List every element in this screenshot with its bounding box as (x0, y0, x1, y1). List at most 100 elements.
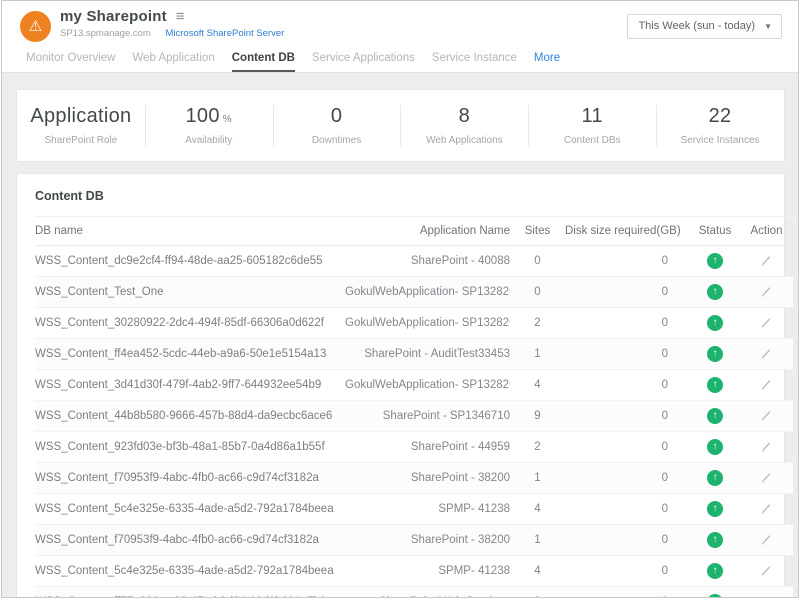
monitor-hostname: SP13.spmanage.com (60, 28, 151, 39)
edit-action-button[interactable] (756, 283, 777, 300)
status-cell: ↑ (690, 493, 740, 525)
status-up-icon: ↑ (707, 284, 723, 300)
sites-cell: 9 (510, 400, 565, 432)
sites-cell: 1 (510, 524, 565, 556)
table-row: WSS_Content_5c4e325e-6335-4ade-a5d2-792a… (35, 555, 793, 587)
disk-size-cell: 0 (565, 493, 690, 525)
db-name-cell: WSS_Content_44b8b580-9666-457b-88d4-da9e… (35, 400, 345, 432)
action-cell (740, 462, 793, 494)
application-name-cell: SharePoint Web Services (345, 586, 510, 597)
sites-cell: 2 (510, 307, 565, 339)
sites-cell: 4 (510, 369, 565, 401)
stat-label: Downtimes (311, 135, 362, 146)
pencil-icon (762, 442, 771, 452)
application-name-cell: SharePoint - 38200 (345, 524, 510, 556)
tab-monitor-overview[interactable]: Monitor Overview (26, 52, 116, 64)
edit-action-button[interactable] (756, 252, 777, 269)
column-header-db-name: DB name (35, 216, 345, 246)
tab-bar: Monitor Overview Web Application Content D… (2, 46, 798, 73)
action-cell (740, 400, 793, 432)
sites-cell: 1 (510, 338, 565, 370)
disk-size-cell: 0 (565, 524, 690, 556)
content-db-card: Content DB DB name Application Name Sites D… (16, 173, 793, 597)
pencil-icon (762, 566, 771, 576)
content-db-table: DB name Application Name Sites Disk size re… (35, 216, 793, 598)
edit-action-button[interactable] (756, 562, 777, 579)
action-cell (740, 307, 793, 339)
edit-action-button[interactable] (756, 531, 777, 548)
pencil-icon (762, 349, 771, 359)
status-up-icon: ↑ (707, 346, 723, 362)
application-name-cell: SharePoint - 44959 (345, 431, 510, 463)
edit-action-button[interactable] (756, 593, 777, 598)
monitor-type-link[interactable]: Microsoft SharePoint Server (165, 28, 285, 39)
action-cell (740, 524, 793, 556)
disk-size-cell: 0 (565, 555, 690, 587)
stat-content-dbs: 11 Content DBs (528, 90, 656, 161)
sites-cell: 2 (510, 586, 565, 597)
status-cell: ↑ (690, 276, 740, 308)
stat-availability: 100% Availability (144, 90, 273, 161)
tab-service-applications[interactable]: Service Applications (311, 52, 415, 64)
db-name-cell: WSS_Content_f70953f9-4abc-4fb0-ac66-c9d7… (35, 462, 345, 494)
tab-more[interactable]: More (533, 52, 561, 64)
pencil-icon (762, 535, 771, 545)
edit-action-button[interactable] (756, 376, 777, 393)
monitor-status-badge: ⚠ (20, 11, 51, 42)
summary-stats-card: Application SharePoint Role 100% Availabili… (16, 89, 785, 162)
status-up-icon: ↑ (707, 315, 723, 331)
disk-size-cell: 0 (565, 245, 690, 277)
status-cell: ↑ (690, 400, 740, 432)
table-row: WSS_Content_f70953f9-4abc-4fb0-ac66-c9d7… (35, 524, 793, 556)
sites-cell: 4 (510, 493, 565, 525)
application-name-cell: SharePoint - AuditTest33453 (345, 338, 510, 370)
stat-label: Service Instances (680, 135, 760, 146)
action-cell (740, 276, 793, 308)
db-name-cell: WSS_Content_Test_One (35, 276, 345, 308)
edit-action-button[interactable] (756, 407, 777, 424)
disk-size-cell: 0 (565, 400, 690, 432)
disk-size-cell: 0 (565, 307, 690, 339)
pencil-icon (762, 318, 771, 328)
status-up-icon: ↑ (707, 439, 723, 455)
edit-action-button[interactable] (756, 314, 777, 331)
disk-size-cell: 0 (565, 462, 690, 494)
table-title: Content DB (35, 189, 104, 203)
edit-action-button[interactable] (756, 438, 777, 455)
pencil-icon (760, 595, 773, 598)
action-cell (740, 555, 793, 587)
db-name-cell: WSS_Content_f70953f9-4abc-4fb0-ac66-c9d7… (35, 524, 345, 556)
pencil-icon (762, 380, 771, 390)
table-row: WSS_Content_Test_One GokulWebApplication-… (35, 276, 793, 308)
tab-web-application[interactable]: Web Application (132, 52, 215, 64)
status-up-icon: ↑ (707, 501, 723, 517)
stat-label: Content DBs (563, 135, 621, 146)
tab-service-instance[interactable]: Service Instance (431, 52, 517, 64)
action-cell (740, 369, 793, 401)
time-period-select[interactable]: This Week (sun - today) ▼ (627, 14, 782, 39)
table-row: WSS_Content_30280922-2dc4-494f-85df-6630… (35, 307, 793, 339)
monitor-header: ⚠ my Sharepoint ≡ SP13.spmanage.com Micr… (2, 1, 798, 46)
sites-cell: 0 (510, 245, 565, 277)
stat-service-instances: 22 Service Instances (656, 90, 784, 161)
pencil-icon (762, 411, 771, 421)
pencil-icon (762, 287, 771, 297)
table-row: WSS_Content_ff57e226-cc88-47ad-9d24-18d1… (35, 586, 793, 598)
sites-cell: 2 (510, 431, 565, 463)
action-cell (740, 245, 793, 277)
table-header-row: DB name Application Name Sites Disk size re… (35, 216, 793, 246)
application-name-cell: GokulWebApplication- SP1328261 (345, 276, 510, 308)
status-up-icon: ↑ (707, 253, 723, 269)
application-name-cell: SharePoint - 38200 (345, 462, 510, 494)
stat-label: Availability (185, 135, 233, 146)
edit-action-button[interactable] (756, 500, 777, 517)
sites-cell: 0 (510, 276, 565, 308)
edit-action-button[interactable] (756, 469, 777, 486)
status-cell: ↑ (690, 307, 740, 339)
stat-downtimes: 0 Downtimes (272, 90, 401, 161)
hamburger-menu-icon[interactable]: ≡ (175, 8, 185, 25)
tab-content-db[interactable]: Content DB (231, 46, 295, 72)
edit-action-button[interactable] (756, 345, 777, 362)
sites-cell: 4 (510, 555, 565, 587)
table-row: WSS_Content_ff4ea452-5cdc-44eb-a9a6-50e1… (35, 338, 793, 370)
